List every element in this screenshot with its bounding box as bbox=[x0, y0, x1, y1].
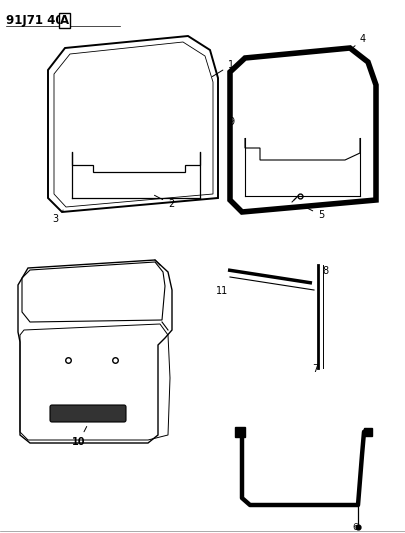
Text: 1: 1 bbox=[212, 60, 234, 77]
Text: 11: 11 bbox=[215, 286, 228, 296]
Text: 5: 5 bbox=[307, 208, 324, 220]
Text: 7: 7 bbox=[311, 364, 318, 374]
Text: 2: 2 bbox=[154, 195, 174, 209]
Text: 6: 6 bbox=[351, 523, 357, 532]
Text: 8: 8 bbox=[321, 266, 327, 276]
Text: 4: 4 bbox=[351, 34, 365, 48]
Text: A: A bbox=[60, 14, 69, 27]
Text: 9: 9 bbox=[228, 117, 234, 127]
Text: 3: 3 bbox=[52, 210, 63, 224]
Text: 10: 10 bbox=[72, 426, 87, 447]
Text: 91J71 400: 91J71 400 bbox=[6, 14, 71, 27]
FancyBboxPatch shape bbox=[50, 405, 126, 422]
